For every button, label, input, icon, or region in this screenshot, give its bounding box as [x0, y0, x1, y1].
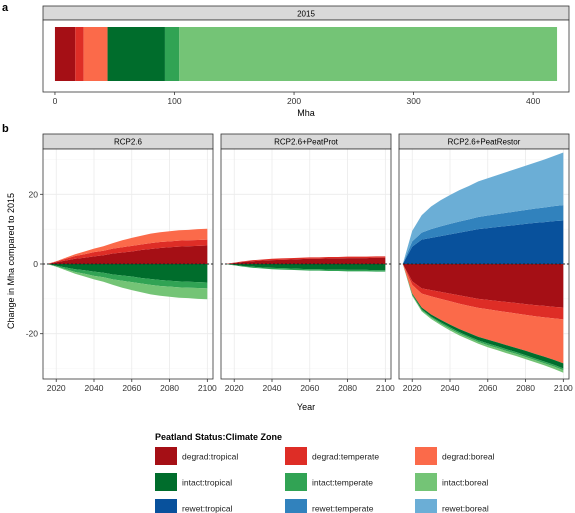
y-tick-label--20: -20 [26, 329, 39, 339]
facet-title: RCP2.6+PeatRestor [448, 138, 521, 147]
legend-label-degrad-temperate: degrad:temperate [312, 452, 379, 462]
legend: Peatland Status:Climate Zone degrad:trop… [155, 432, 495, 513]
legend-label-degrad-boreal: degrad:boreal [442, 452, 495, 462]
legend-swatch-intact-temperate [285, 473, 307, 491]
area-intact-tropical [224, 264, 386, 271]
panel-label-b: b [2, 123, 9, 135]
bar-segment-degrad-temperate [75, 27, 84, 81]
legend-label-rewet-boreal: rewet:boreal [442, 504, 489, 513]
x-tick-label-400: 400 [526, 96, 540, 106]
x-tick-label-2080: 2080 [338, 383, 357, 393]
area-intact-temperate [46, 264, 208, 289]
facet-rcp2-6-peatprot: RCP2.6+PeatProt 2020 2040 2060 2080 2100 [220, 133, 395, 393]
x-tick-label-2060: 2060 [300, 383, 319, 393]
legend-label-degrad-tropical: degrad:tropical [182, 452, 238, 462]
area-degrad-temperate [224, 256, 386, 264]
facet-rcp2-6: RCP2.6 2020 2040 2060 2080 2100 -20 0 20 [26, 133, 217, 393]
facet-frame [398, 148, 570, 380]
x-tick-label-100: 100 [167, 96, 181, 106]
x-tick-label-2040: 2040 [263, 383, 282, 393]
area-intact-tropical [46, 264, 208, 283]
facet-title: RCP2.6+PeatProt [274, 138, 339, 147]
legend-swatch-rewet-tropical [155, 499, 177, 513]
x-tick-label-2040: 2040 [85, 383, 104, 393]
x-axis-label-mha: Mha [297, 108, 315, 118]
area-intact-boreal [46, 264, 208, 300]
x-tick-label-2100: 2100 [198, 383, 217, 393]
legend-swatch-rewet-temperate [285, 499, 307, 513]
x-tick-label-2100: 2100 [554, 383, 573, 393]
legend-label-intact-temperate: intact:temperate [312, 478, 373, 488]
bar-segment-degrad-boreal [83, 27, 108, 81]
y-tick-label-20: 20 [29, 189, 39, 199]
area-degrad-tropical [224, 257, 386, 264]
area-rewet-boreal [402, 152, 564, 264]
area-rewet-tropical [402, 220, 564, 264]
x-tick-label-2080: 2080 [160, 383, 179, 393]
x-tick-label-2060: 2060 [478, 383, 497, 393]
area-degrad-tropical [46, 245, 208, 264]
x-tick-label-2080: 2080 [516, 383, 535, 393]
legend-label-intact-tropical: intact:tropical [182, 478, 232, 488]
legend-title: Peatland Status:Climate Zone [155, 432, 282, 442]
x-tick-label-200: 200 [287, 96, 301, 106]
legend-label-intact-boreal: intact:boreal [442, 478, 488, 488]
panel-label-a: a [2, 2, 9, 14]
facet-frame [220, 148, 392, 380]
legend-swatch-degrad-tropical [155, 447, 177, 465]
x-tick-label-300: 300 [406, 96, 420, 106]
area-intact-temperate [224, 264, 386, 272]
x-tick-label-2020: 2020 [225, 383, 244, 393]
strip-title-2015: 2015 [297, 10, 315, 19]
x-axis-label-year: Year [297, 402, 315, 412]
panel-a-bar-chart: 2015 0 100 200 300 400 Mha [42, 5, 570, 118]
x-tick-label-2100: 2100 [376, 383, 395, 393]
area-degrad-tropical [402, 264, 564, 308]
facet-title: RCP2.6 [114, 138, 143, 147]
area-intact-tropical [402, 264, 564, 369]
legend-swatch-degrad-temperate [285, 447, 307, 465]
facet-rcp2-6-peatrestor: RCP2.6+PeatRestor 2020 2040 2060 2080 2100 [398, 133, 573, 393]
legend-swatch-intact-tropical [155, 473, 177, 491]
legend-label-rewet-tropical: rewet:tropical [182, 504, 233, 513]
x-tick-label-2020: 2020 [47, 383, 66, 393]
bar-segment-intact-tropical [107, 27, 165, 81]
legend-swatch-intact-boreal [415, 473, 437, 491]
legend-swatch-degrad-boreal [415, 447, 437, 465]
y-tick-label-0: 0 [33, 259, 38, 269]
area-rewet-temperate [402, 205, 564, 264]
bar-segment-intact-temperate [164, 27, 180, 81]
panel-b-area-chart: RCP2.6 2020 2040 2060 2080 2100 -20 0 20 RCP2.6+P… [6, 133, 573, 412]
x-tick-label-2020: 2020 [403, 383, 422, 393]
x-tick-label-0: 0 [53, 96, 58, 106]
area-degrad-boreal [46, 228, 208, 264]
y-axis-label: Change in Mha compared to 2015 [6, 193, 16, 329]
x-tick-label-2040: 2040 [441, 383, 460, 393]
legend-swatch-rewet-boreal [415, 499, 437, 513]
bar-segment-degrad-tropical [54, 27, 76, 81]
x-tick-label-2060: 2060 [122, 383, 141, 393]
area-degrad-boreal [402, 264, 564, 364]
area-degrad-temperate [402, 264, 564, 320]
bar-segment-intact-boreal [179, 27, 558, 81]
area-degrad-temperate [46, 239, 208, 264]
legend-label-rewet-temperate: rewet:temperate [312, 504, 374, 513]
